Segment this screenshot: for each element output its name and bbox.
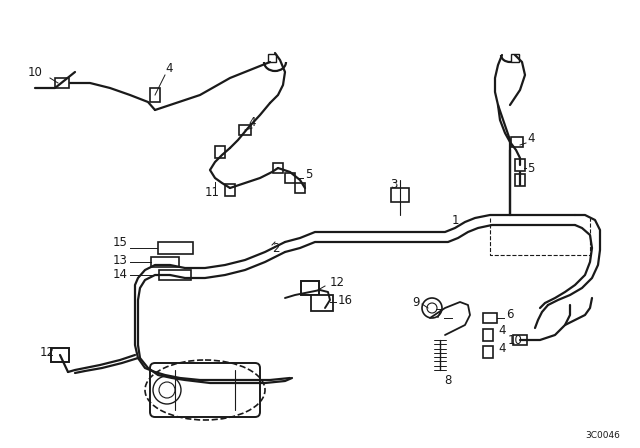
- Bar: [157, 242, 193, 254]
- Text: 10: 10: [508, 333, 523, 346]
- Bar: [511, 54, 519, 62]
- Bar: [51, 348, 69, 362]
- Bar: [391, 188, 409, 202]
- Text: 4: 4: [248, 116, 255, 129]
- Text: 5: 5: [305, 168, 312, 181]
- Text: 16: 16: [338, 293, 353, 306]
- Bar: [511, 137, 523, 147]
- Bar: [513, 335, 527, 345]
- Text: 2: 2: [272, 241, 280, 254]
- Text: 14: 14: [113, 268, 128, 281]
- Bar: [301, 281, 319, 295]
- Bar: [311, 295, 333, 311]
- Text: 6: 6: [506, 309, 513, 322]
- Text: 9: 9: [413, 296, 420, 309]
- Bar: [159, 270, 191, 280]
- Bar: [295, 183, 305, 193]
- Text: 8: 8: [444, 374, 452, 387]
- Bar: [273, 163, 283, 173]
- Text: 7: 7: [435, 309, 442, 322]
- Bar: [483, 329, 493, 341]
- Text: 12: 12: [330, 276, 345, 289]
- Bar: [483, 346, 493, 358]
- Text: 4: 4: [165, 61, 173, 74]
- Text: 4: 4: [498, 323, 506, 336]
- Text: 11: 11: [205, 185, 220, 198]
- Text: 13: 13: [113, 254, 128, 267]
- Bar: [151, 257, 179, 267]
- Text: 15: 15: [113, 236, 128, 249]
- Text: 5: 5: [527, 161, 534, 175]
- Bar: [239, 125, 251, 135]
- Text: 4: 4: [498, 341, 506, 354]
- Bar: [285, 173, 295, 183]
- Text: 12: 12: [40, 345, 55, 358]
- Text: 1: 1: [451, 214, 459, 227]
- Bar: [225, 184, 235, 196]
- Bar: [268, 54, 276, 62]
- Bar: [215, 146, 225, 158]
- Text: 4: 4: [527, 132, 534, 145]
- Bar: [515, 174, 525, 186]
- Text: 10: 10: [28, 65, 43, 78]
- Bar: [55, 78, 69, 88]
- Text: 3: 3: [390, 178, 398, 191]
- Bar: [150, 88, 160, 102]
- Bar: [483, 313, 497, 323]
- Bar: [515, 159, 525, 171]
- Text: 3C0046: 3C0046: [585, 431, 620, 439]
